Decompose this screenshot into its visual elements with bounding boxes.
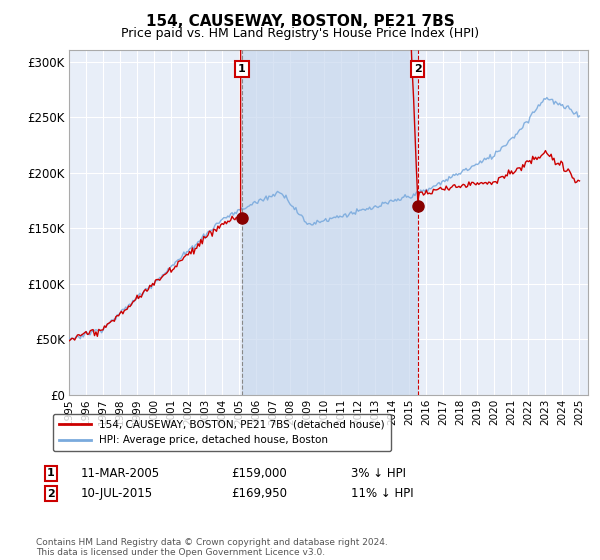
Text: 154, CAUSEWAY, BOSTON, PE21 7BS: 154, CAUSEWAY, BOSTON, PE21 7BS — [146, 14, 454, 29]
Text: 2: 2 — [47, 489, 55, 499]
Text: Price paid vs. HM Land Registry's House Price Index (HPI): Price paid vs. HM Land Registry's House … — [121, 27, 479, 40]
Text: 1: 1 — [238, 64, 246, 74]
Text: 1: 1 — [47, 468, 55, 478]
Text: 10-JUL-2015: 10-JUL-2015 — [81, 487, 153, 501]
Legend: 154, CAUSEWAY, BOSTON, PE21 7BS (detached house), HPI: Average price, detached h: 154, CAUSEWAY, BOSTON, PE21 7BS (detache… — [53, 414, 391, 451]
Text: £159,000: £159,000 — [231, 466, 287, 480]
Text: 3% ↓ HPI: 3% ↓ HPI — [351, 466, 406, 480]
Text: 11-MAR-2005: 11-MAR-2005 — [81, 466, 160, 480]
Bar — [242, 50, 418, 395]
Text: £169,950: £169,950 — [231, 487, 287, 501]
Text: Contains HM Land Registry data © Crown copyright and database right 2024.
This d: Contains HM Land Registry data © Crown c… — [36, 538, 388, 557]
Text: 2: 2 — [414, 64, 422, 74]
Text: 11% ↓ HPI: 11% ↓ HPI — [351, 487, 413, 501]
